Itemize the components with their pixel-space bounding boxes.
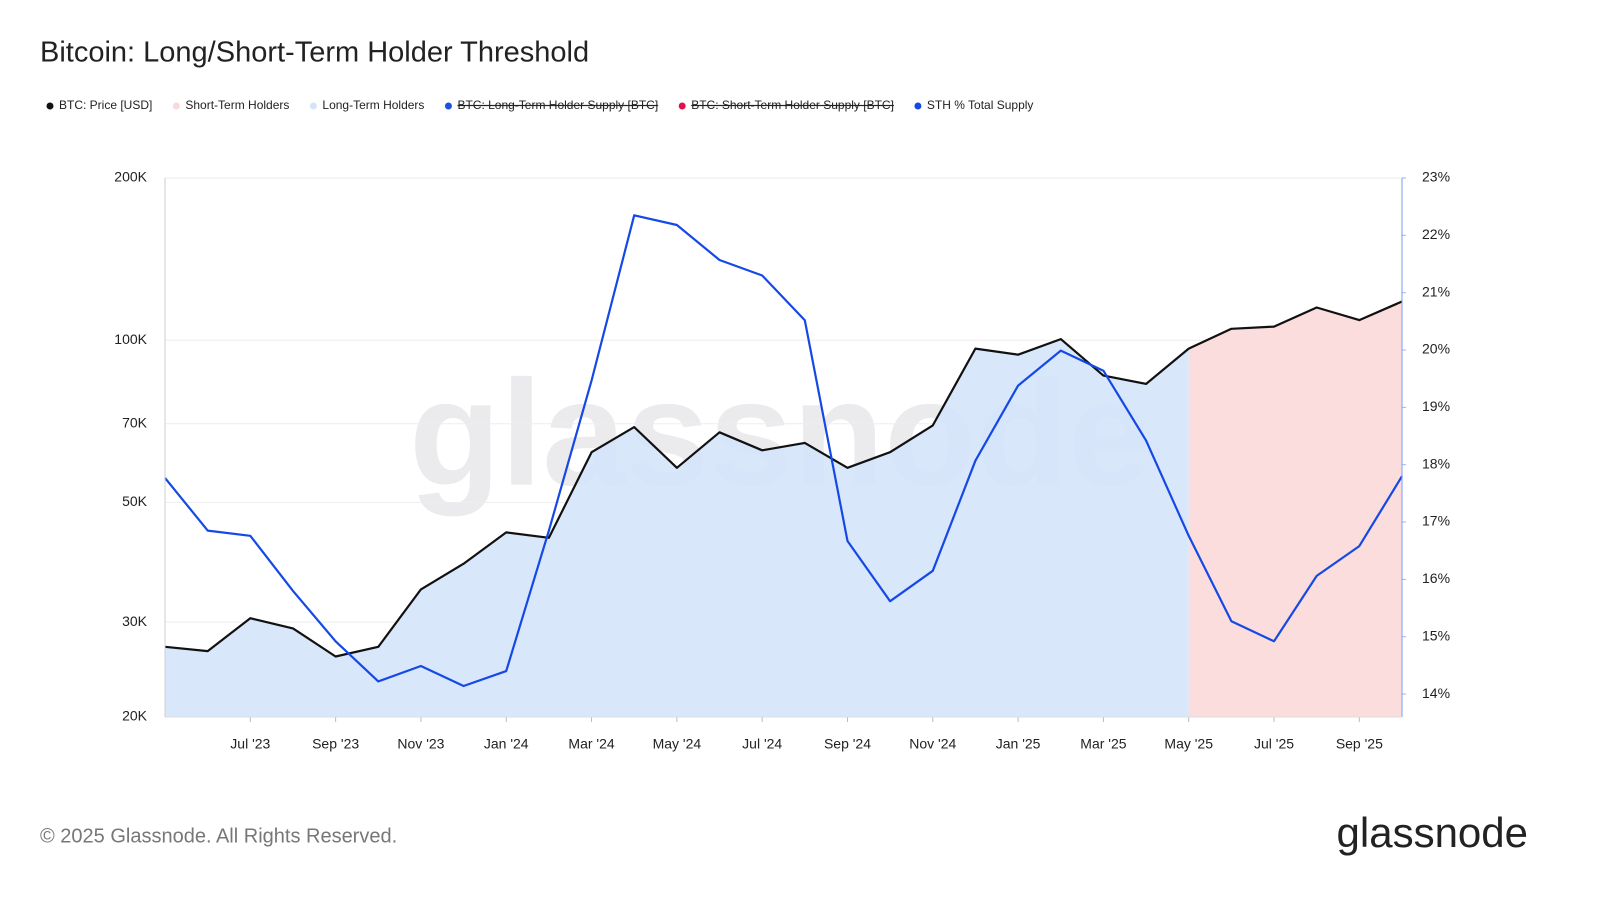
chart-title: Bitcoin: Long/Short-Term Holder Threshol… <box>40 37 589 69</box>
legend-label: Short-Term Holders <box>185 98 289 112</box>
legend-item: STH % Total Supply <box>914 98 1033 112</box>
x-tick-label: Nov '23 <box>397 736 444 752</box>
x-tick-label: Sep '25 <box>1336 736 1383 752</box>
y-tick-label: 50K <box>122 493 148 509</box>
legend-label: STH % Total Supply <box>927 98 1034 112</box>
legend-label: BTC: Price [USD] <box>59 98 152 112</box>
y2-tick-label: 18% <box>1422 455 1450 471</box>
footer: © 2025 Glassnode. All Rights Reserved. <box>40 825 397 847</box>
area <box>1188 301 1402 717</box>
x-tick-label: May '25 <box>1164 736 1213 752</box>
line <box>164 300 1403 658</box>
legend-item: BTC: Long-Term Holder Supply [BTC] <box>444 98 658 112</box>
y2-tick-label: 23% <box>1422 169 1450 185</box>
legend-marker <box>46 102 54 110</box>
x-tick-label: Mar '25 <box>1080 736 1126 752</box>
y2-tick-label: 16% <box>1422 570 1450 586</box>
y-tick-label: 20K <box>122 708 148 724</box>
x-tick-label: Jul '23 <box>230 736 270 752</box>
legend-marker <box>914 102 922 110</box>
legend-item: Long-Term Holders <box>309 98 424 112</box>
y2-tick-label: 19% <box>1422 398 1450 414</box>
x-tick-label: May '24 <box>653 736 702 752</box>
x-tick-label: Sep '24 <box>824 736 871 752</box>
x-tick-label: Sep '23 <box>312 736 359 752</box>
y2-tick-label: 21% <box>1422 283 1450 299</box>
logo: glassnode <box>1337 809 1528 856</box>
legend-item: BTC: Price [USD] <box>46 98 152 112</box>
y-tick-label: 30K <box>122 613 148 629</box>
y2-tick-label: 22% <box>1422 226 1450 242</box>
y2-tick-label: 17% <box>1422 513 1450 529</box>
x-tick-label: Jan '25 <box>996 736 1041 752</box>
x-tick-label: Mar '24 <box>568 736 614 752</box>
legend-marker <box>444 102 452 110</box>
x-tick-label: Jan '24 <box>484 736 529 752</box>
legend-item: Short-Term Holders <box>172 98 289 112</box>
legend-label: BTC: Short-Term Holder Supply [BTC] <box>691 98 894 112</box>
legend-label: BTC: Long-Term Holder Supply [BTC] <box>457 98 658 112</box>
x-tick-label: Jul '25 <box>1254 736 1294 752</box>
legend-marker <box>309 102 317 110</box>
y-tick-label: 70K <box>122 414 148 430</box>
y2-tick-label: 14% <box>1422 685 1450 701</box>
legend-item: BTC: Short-Term Holder Supply [BTC] <box>678 98 894 112</box>
x-tick-label: Jul '24 <box>742 736 782 752</box>
area <box>165 339 1189 717</box>
line <box>164 214 1403 688</box>
y2-tick-label: 20% <box>1422 341 1450 357</box>
y-tick-label: 200K <box>114 169 147 185</box>
x-tick-label: Nov '24 <box>909 736 956 752</box>
legend-label: Long-Term Holders <box>322 98 424 112</box>
y2-tick-label: 15% <box>1422 627 1450 643</box>
legend-marker <box>678 102 686 110</box>
y-tick-label: 100K <box>114 331 147 347</box>
legend-marker <box>172 102 180 110</box>
